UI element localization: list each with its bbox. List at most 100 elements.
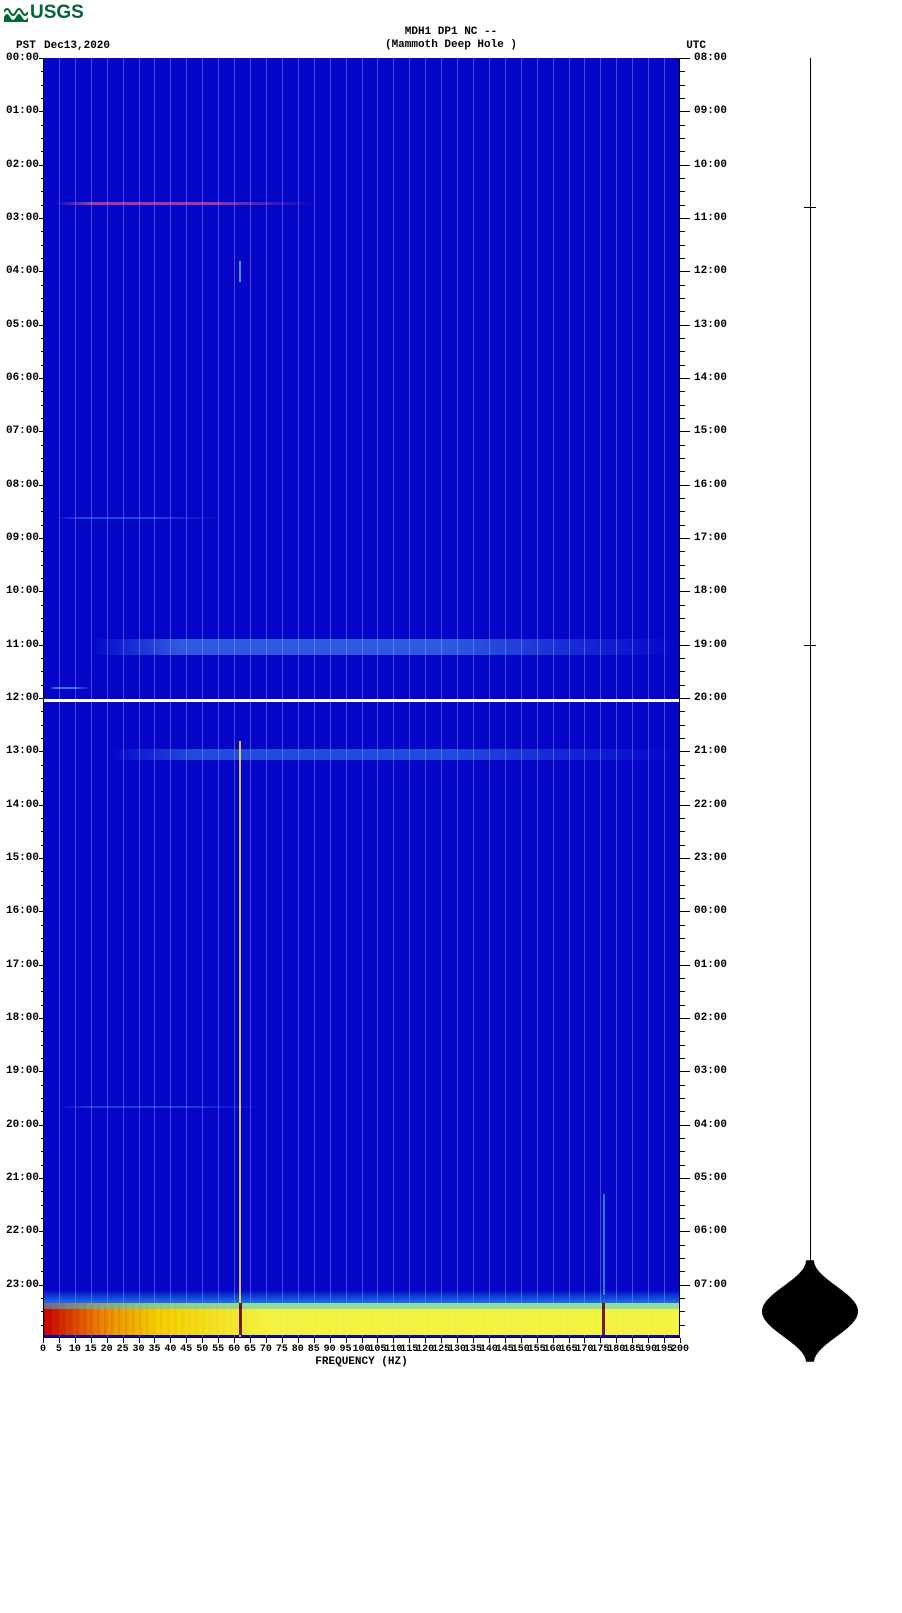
ytick-right: 20:00 [694, 692, 727, 704]
ytick-left: 23:00 [6, 1279, 39, 1291]
ytick-minor-right [680, 511, 685, 512]
xtick-mark [425, 1338, 426, 1343]
ytick-minor-right [680, 471, 685, 472]
ytick-right: 19:00 [694, 639, 727, 651]
side-tick [804, 645, 816, 646]
ytick-minor-right [680, 898, 685, 899]
ytick-minor-right [680, 658, 685, 659]
ytick-minor-right [680, 818, 685, 819]
ytick-mark-right [680, 58, 690, 59]
header: MDH1 DP1 NC -- (Mammoth Deep Hole ) PST … [0, 26, 902, 58]
ytick-mark-right [680, 325, 690, 326]
ytick-minor-right [680, 925, 685, 926]
xtick-label: 80 [292, 1344, 304, 1355]
ytick-right: 15:00 [694, 425, 727, 437]
ytick-minor-right [680, 791, 685, 792]
ytick-minor-right [680, 845, 685, 846]
xtick-label: 90 [324, 1344, 336, 1355]
ytick-right: 03:00 [694, 1065, 727, 1077]
ytick-minor-right [680, 98, 685, 99]
ytick-mark-right [680, 698, 690, 699]
tz-left: PST [16, 40, 36, 52]
xtick-mark [600, 1338, 601, 1343]
ytick-left: 08:00 [6, 479, 39, 491]
ytick-minor-right [680, 525, 685, 526]
ytick-left: 09:00 [6, 532, 39, 544]
xtick-mark [537, 1338, 538, 1343]
xtick-mark [91, 1338, 92, 1343]
x-axis-label: FREQUENCY (HZ) [315, 1356, 407, 1368]
axis-line-left [43, 58, 44, 1338]
x-axis: FREQUENCY (HZ) 0510152025303540455055606… [43, 1338, 680, 1378]
ytick-left: 02:00 [6, 159, 39, 171]
ytick-right: 06:00 [694, 1225, 727, 1237]
ytick-minor-right [680, 311, 685, 312]
xtick-mark [234, 1338, 235, 1343]
ytick-minor-right [680, 938, 685, 939]
xtick-mark [59, 1338, 60, 1343]
ytick-right: 10:00 [694, 159, 727, 171]
spectro-feature [602, 1303, 605, 1335]
ytick-minor-right [680, 1138, 685, 1139]
ytick-minor-right [680, 191, 685, 192]
spectro-feature [43, 1290, 680, 1309]
xtick-mark [43, 1338, 44, 1343]
spectro-feature [53, 202, 314, 205]
xtick-mark [107, 1338, 108, 1343]
ytick-mark-right [680, 1285, 690, 1286]
ytick-mark-right [680, 111, 690, 112]
xtick-label: 200 [671, 1344, 689, 1355]
grid-vline [139, 58, 140, 1338]
grid-vline [314, 58, 315, 1338]
usgs-logo-text: USGS [30, 2, 84, 24]
spectro-feature [91, 639, 680, 654]
ytick-minor-right [680, 1031, 685, 1032]
ytick-minor-right [680, 1271, 685, 1272]
ytick-left: 06:00 [6, 372, 39, 384]
spectrogram [43, 58, 680, 1338]
xtick-mark [314, 1338, 315, 1343]
ytick-right: 04:00 [694, 1119, 727, 1131]
grid-vline [59, 58, 60, 1338]
xtick-label: 35 [148, 1344, 160, 1355]
ytick-minor-right [680, 738, 685, 739]
ytick-minor-right [680, 205, 685, 206]
ytick-minor-right [680, 1218, 685, 1219]
grid-vline [170, 58, 171, 1338]
ytick-minor-right [680, 298, 685, 299]
grid-vline [330, 58, 331, 1338]
xtick-mark [569, 1338, 570, 1343]
page-root: USGS MDH1 DP1 NC -- (Mammoth Deep Hole )… [0, 0, 902, 1398]
ytick-left: 15:00 [6, 852, 39, 864]
xtick-mark [473, 1338, 474, 1343]
grid-vline [648, 58, 649, 1338]
y-axis-right: 08:0009:0010:0011:0012:0013:0014:0015:00… [680, 58, 740, 1338]
ytick-left: 14:00 [6, 799, 39, 811]
xtick-mark [282, 1338, 283, 1343]
ytick-right: 12:00 [694, 265, 727, 277]
ytick-mark-right [680, 1018, 690, 1019]
station-name: (Mammoth Deep Hole ) [0, 39, 902, 52]
xtick-mark [170, 1338, 171, 1343]
grid-vline [362, 58, 363, 1338]
ytick-mark-right [680, 1231, 690, 1232]
ytick-right: 14:00 [694, 372, 727, 384]
xtick-label: 50 [196, 1344, 208, 1355]
xtick-label: 30 [133, 1344, 145, 1355]
grid-vline [441, 58, 442, 1338]
xtick-mark [377, 1338, 378, 1343]
ytick-left: 05:00 [6, 319, 39, 331]
ytick-left: 03:00 [6, 212, 39, 224]
xtick-label: 55 [212, 1344, 224, 1355]
grid-vline [489, 58, 490, 1338]
ytick-mark-right [680, 805, 690, 806]
grid-vline [473, 58, 474, 1338]
ytick-left: 07:00 [6, 425, 39, 437]
ytick-mark-right [680, 858, 690, 859]
ytick-minor-right [680, 951, 685, 952]
xtick-mark [139, 1338, 140, 1343]
spectro-feature [239, 741, 241, 1338]
ytick-minor-right [680, 285, 685, 286]
ytick-left: 13:00 [6, 745, 39, 757]
xtick-mark [648, 1338, 649, 1343]
